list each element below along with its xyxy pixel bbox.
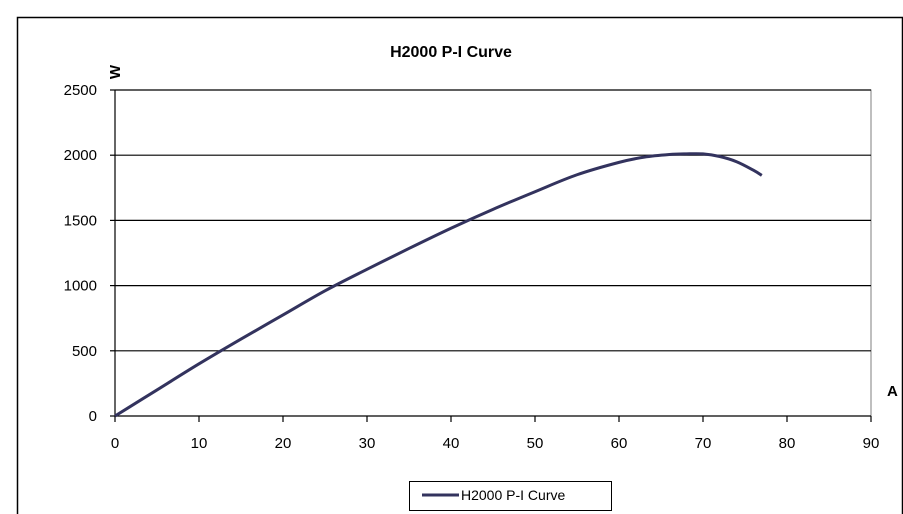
chart-title: H2000 P-I Curve — [390, 44, 512, 61]
x-tick-label-90: 90 — [863, 435, 880, 452]
x-tick-label-70: 70 — [695, 435, 712, 452]
y-axis-title: W — [107, 64, 124, 79]
x-tick-label-0: 0 — [111, 435, 119, 452]
y-tick-label-1000: 1000 — [64, 278, 97, 295]
x-tick-label-50: 50 — [527, 435, 544, 452]
y-tick-label-0: 0 — [89, 408, 97, 425]
legend-label-h2000-p-i-curve: H2000 P-I Curve — [461, 487, 565, 503]
y-tick-label-1500: 1500 — [64, 212, 97, 229]
y-tick-label-2000: 2000 — [64, 147, 97, 164]
x-tick-label-40: 40 — [443, 435, 460, 452]
x-tick-label-30: 30 — [359, 435, 376, 452]
y-tick-label-2500: 2500 — [64, 82, 97, 99]
x-axis-title: A — [887, 383, 898, 400]
x-tick-label-60: 60 — [611, 435, 628, 452]
x-tick-label-80: 80 — [779, 435, 796, 452]
y-tick-label-500: 500 — [72, 343, 97, 360]
x-tick-label-20: 20 — [275, 435, 292, 452]
legend: H2000 P-I Curve — [410, 482, 612, 511]
plot-area — [115, 90, 871, 416]
x-tick-label-10: 10 — [191, 435, 208, 452]
